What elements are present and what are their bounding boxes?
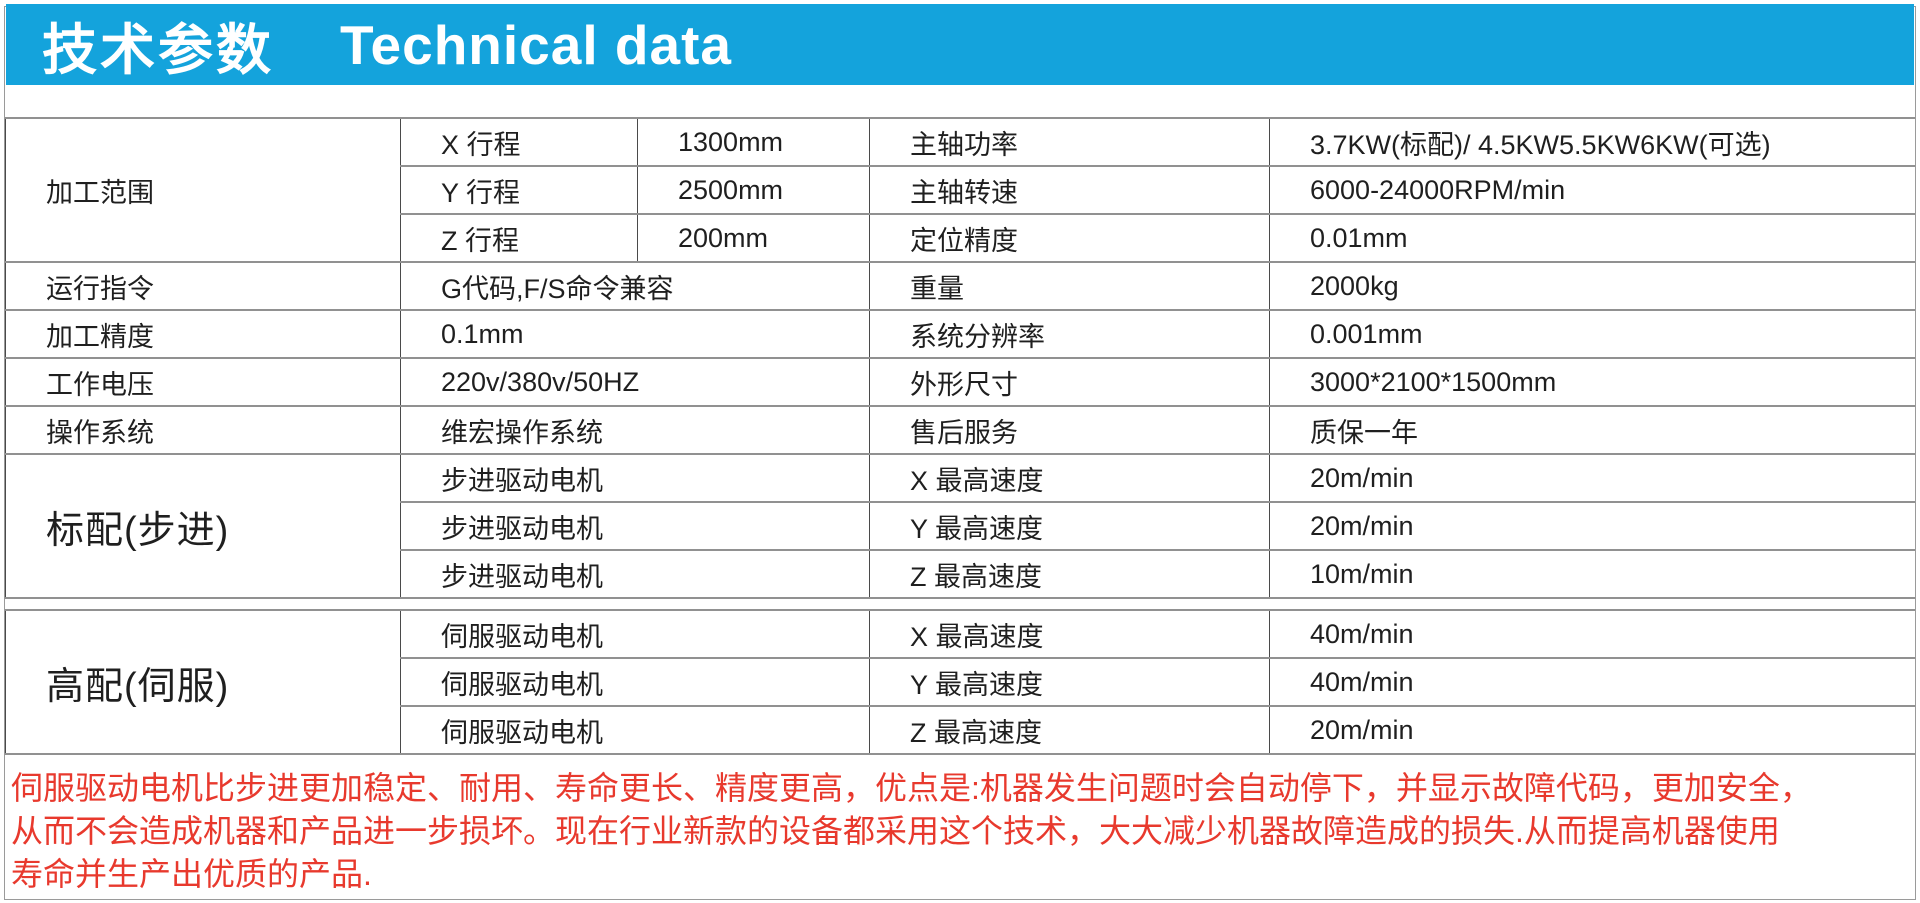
spec-name-cell: 定位精度 — [869, 213, 1270, 263]
table-row: 运行指令 G代码,F/S命令兼容 重量 2000kg — [5, 261, 1916, 311]
spec-value-cell: 2500mm — [637, 165, 870, 215]
spec-wide-cell: 伺服驱动电机 — [400, 657, 870, 707]
spec-wide-cell: 维宏操作系统 — [400, 405, 870, 455]
spec-name-cell: 主轴功率 — [869, 117, 1270, 167]
spec-value-cell: 200mm — [637, 213, 870, 263]
table-row: 步进驱动电机 Y 最高速度 20m/min — [6, 501, 1916, 551]
section-high-servo: 高配(伺服) — [5, 609, 401, 755]
spec-label-cell: 加工精度 — [5, 309, 401, 359]
spec-name-cell: X 最高速度 — [869, 453, 1270, 503]
spec-label-cell: 运行指令 — [5, 261, 401, 311]
spec-name-cell: 主轴转速 — [869, 165, 1270, 215]
spec-value-cell: 40m/min — [1269, 657, 1916, 707]
spec-wide-cell: 220v/380v/50HZ — [400, 357, 870, 407]
spec-value-cell: 3.7KW(标配)/ 4.5KW5.5KW6KW(可选) — [1269, 117, 1916, 167]
table-row: 高配(伺服) 伺服驱动电机 X 最高速度 40m/min — [5, 609, 1916, 755]
spec-value-cell: 1300mm — [637, 117, 870, 167]
spec-name-cell: 售后服务 — [869, 405, 1270, 455]
spec-name-cell: 重量 — [869, 261, 1270, 311]
section-processing-range: 加工范围 — [5, 117, 401, 263]
table-row: 操作系统 维宏操作系统 售后服务 质保一年 — [5, 405, 1916, 455]
table-row: Y 行程 2500mm 主轴转速 6000-24000RPM/min — [6, 165, 1916, 215]
spec-wide-cell: 伺服驱动电机 — [400, 705, 870, 755]
section-standard-stepper: 标配(步进) — [5, 453, 401, 599]
table-row: 工作电压 220v/380v/50HZ 外形尺寸 3000*2100*1500m… — [5, 357, 1916, 407]
table-row: 标配(步进) 步进驱动电机 X 最高速度 20m/min — [5, 453, 1916, 599]
spec-name-cell: Z 最高速度 — [869, 549, 1270, 599]
spec-name-cell: Z 行程 — [400, 213, 638, 263]
technical-data-table: 加工范围 X 行程 1300mm 主轴功率 3.7KW(标配)/ 4.5KW5.… — [5, 117, 1916, 599]
spec-label-cell: 操作系统 — [5, 405, 401, 455]
spec-name-cell: 外形尺寸 — [869, 357, 1270, 407]
spec-value-cell: 质保一年 — [1269, 405, 1916, 455]
spec-wide-cell: 步进驱动电机 — [400, 453, 870, 503]
table-row: 步进驱动电机 Z 最高速度 10m/min — [6, 549, 1916, 599]
note-line: 从而不会造成机器和产品进一步损坏。现在行业新款的设备都采用这个技术，大大减少机器… — [11, 813, 1780, 849]
page-title-zh: 技术参数 — [42, 18, 275, 81]
spec-name-cell: Y 最高速度 — [869, 657, 1270, 707]
servo-note: 伺服驱动电机比步进更加稳定、耐用、寿命更长、精度更高，优点是:机器发生问题时会自… — [6, 767, 1914, 896]
spec-name-cell: Y 最高速度 — [869, 501, 1270, 551]
page-title-en: Technical data — [340, 13, 733, 76]
spec-name-cell: X 行程 — [400, 117, 638, 167]
spec-value-cell: 3000*2100*1500mm — [1269, 357, 1916, 407]
note-line: 寿命并生产出优质的产品. — [11, 856, 372, 892]
spec-value-cell: 0.01mm — [1269, 213, 1916, 263]
servo-config-table: 高配(伺服) 伺服驱动电机 X 最高速度 40m/min 伺服驱动电机 Y 最高… — [5, 609, 1916, 755]
table-row: Z 行程 200mm 定位精度 0.01mm — [6, 213, 1916, 263]
spec-value-cell: 6000-24000RPM/min — [1269, 165, 1916, 215]
spec-value-cell: 20m/min — [1269, 453, 1916, 503]
note-line: 伺服驱动电机比步进更加稳定、耐用、寿命更长、精度更高，优点是:机器发生问题时会自… — [11, 770, 1812, 806]
spec-value-cell: 10m/min — [1269, 549, 1916, 599]
spec-name-cell: Z 最高速度 — [869, 705, 1270, 755]
spec-label-cell: 工作电压 — [5, 357, 401, 407]
spec-wide-cell: 0.1mm — [400, 309, 870, 359]
table-row: 加工范围 X 行程 1300mm 主轴功率 3.7KW(标配)/ 4.5KW5.… — [5, 117, 1916, 263]
title-bar: 技术参数 Technical data — [6, 4, 1914, 85]
spec-wide-cell: 步进驱动电机 — [400, 549, 870, 599]
spec-name-cell: Y 行程 — [400, 165, 638, 215]
spec-name-cell: 系统分辨率 — [869, 309, 1270, 359]
table-row: 伺服驱动电机 Z 最高速度 20m/min — [6, 705, 1916, 755]
spec-name-cell: X 最高速度 — [869, 609, 1270, 659]
spec-value-cell: 40m/min — [1269, 609, 1916, 659]
spec-wide-cell: 步进驱动电机 — [400, 501, 870, 551]
spec-value-cell: 20m/min — [1269, 705, 1916, 755]
spec-value-cell: 2000kg — [1269, 261, 1916, 311]
spec-wide-cell: G代码,F/S命令兼容 — [400, 261, 870, 311]
spec-value-cell: 20m/min — [1269, 501, 1916, 551]
table-row: 加工精度 0.1mm 系统分辨率 0.001mm — [5, 309, 1916, 359]
spec-wide-cell: 伺服驱动电机 — [400, 609, 870, 659]
spec-value-cell: 0.001mm — [1269, 309, 1916, 359]
